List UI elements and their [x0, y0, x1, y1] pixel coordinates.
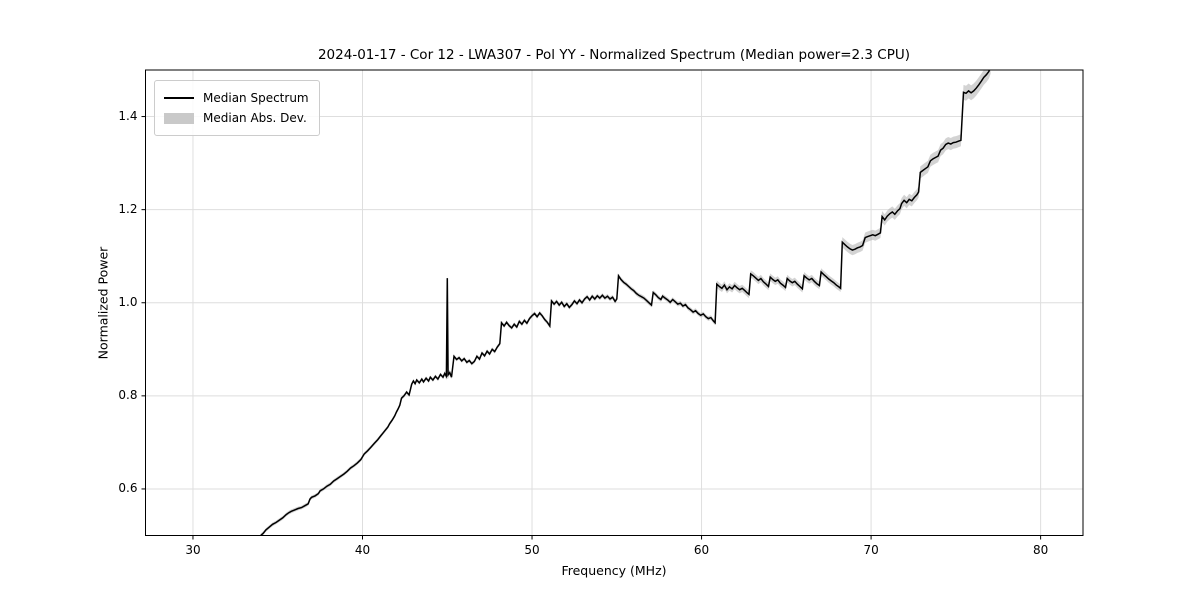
x-tick-label: 60 [693, 543, 710, 557]
legend-item-median-spectrum: Median Spectrum [164, 88, 309, 108]
x-tick-label: 80 [1032, 543, 1049, 557]
x-tick-label: 40 [354, 543, 371, 557]
x-tick-label: 70 [863, 543, 879, 557]
median-abs-dev-patch-swatch [164, 112, 194, 124]
median-spectrum-line-swatch [164, 97, 194, 99]
y-tick-label: 1.4 [118, 108, 138, 123]
chart-title: 2024-01-17 - Cor 12 - LWA307 - Pol YY - … [317, 47, 911, 63]
y-tick-label: 1.2 [118, 201, 138, 216]
legend-label: Median Abs. Dev. [203, 111, 307, 125]
y-tick-label: 0.6 [118, 480, 138, 495]
x-tick-label: 30 [185, 543, 201, 557]
x-tick-label: 50 [524, 543, 540, 557]
y-tick-label: 1.0 [118, 294, 138, 309]
y-tick-label: 0.8 [118, 387, 138, 402]
x-axis-label: Frequency (MHz) [561, 563, 667, 578]
legend-label: Median Spectrum [203, 91, 309, 105]
legend: Median Spectrum Median Abs. Dev. [154, 80, 320, 136]
legend-item-median-abs-dev: Median Abs. Dev. [164, 108, 309, 128]
